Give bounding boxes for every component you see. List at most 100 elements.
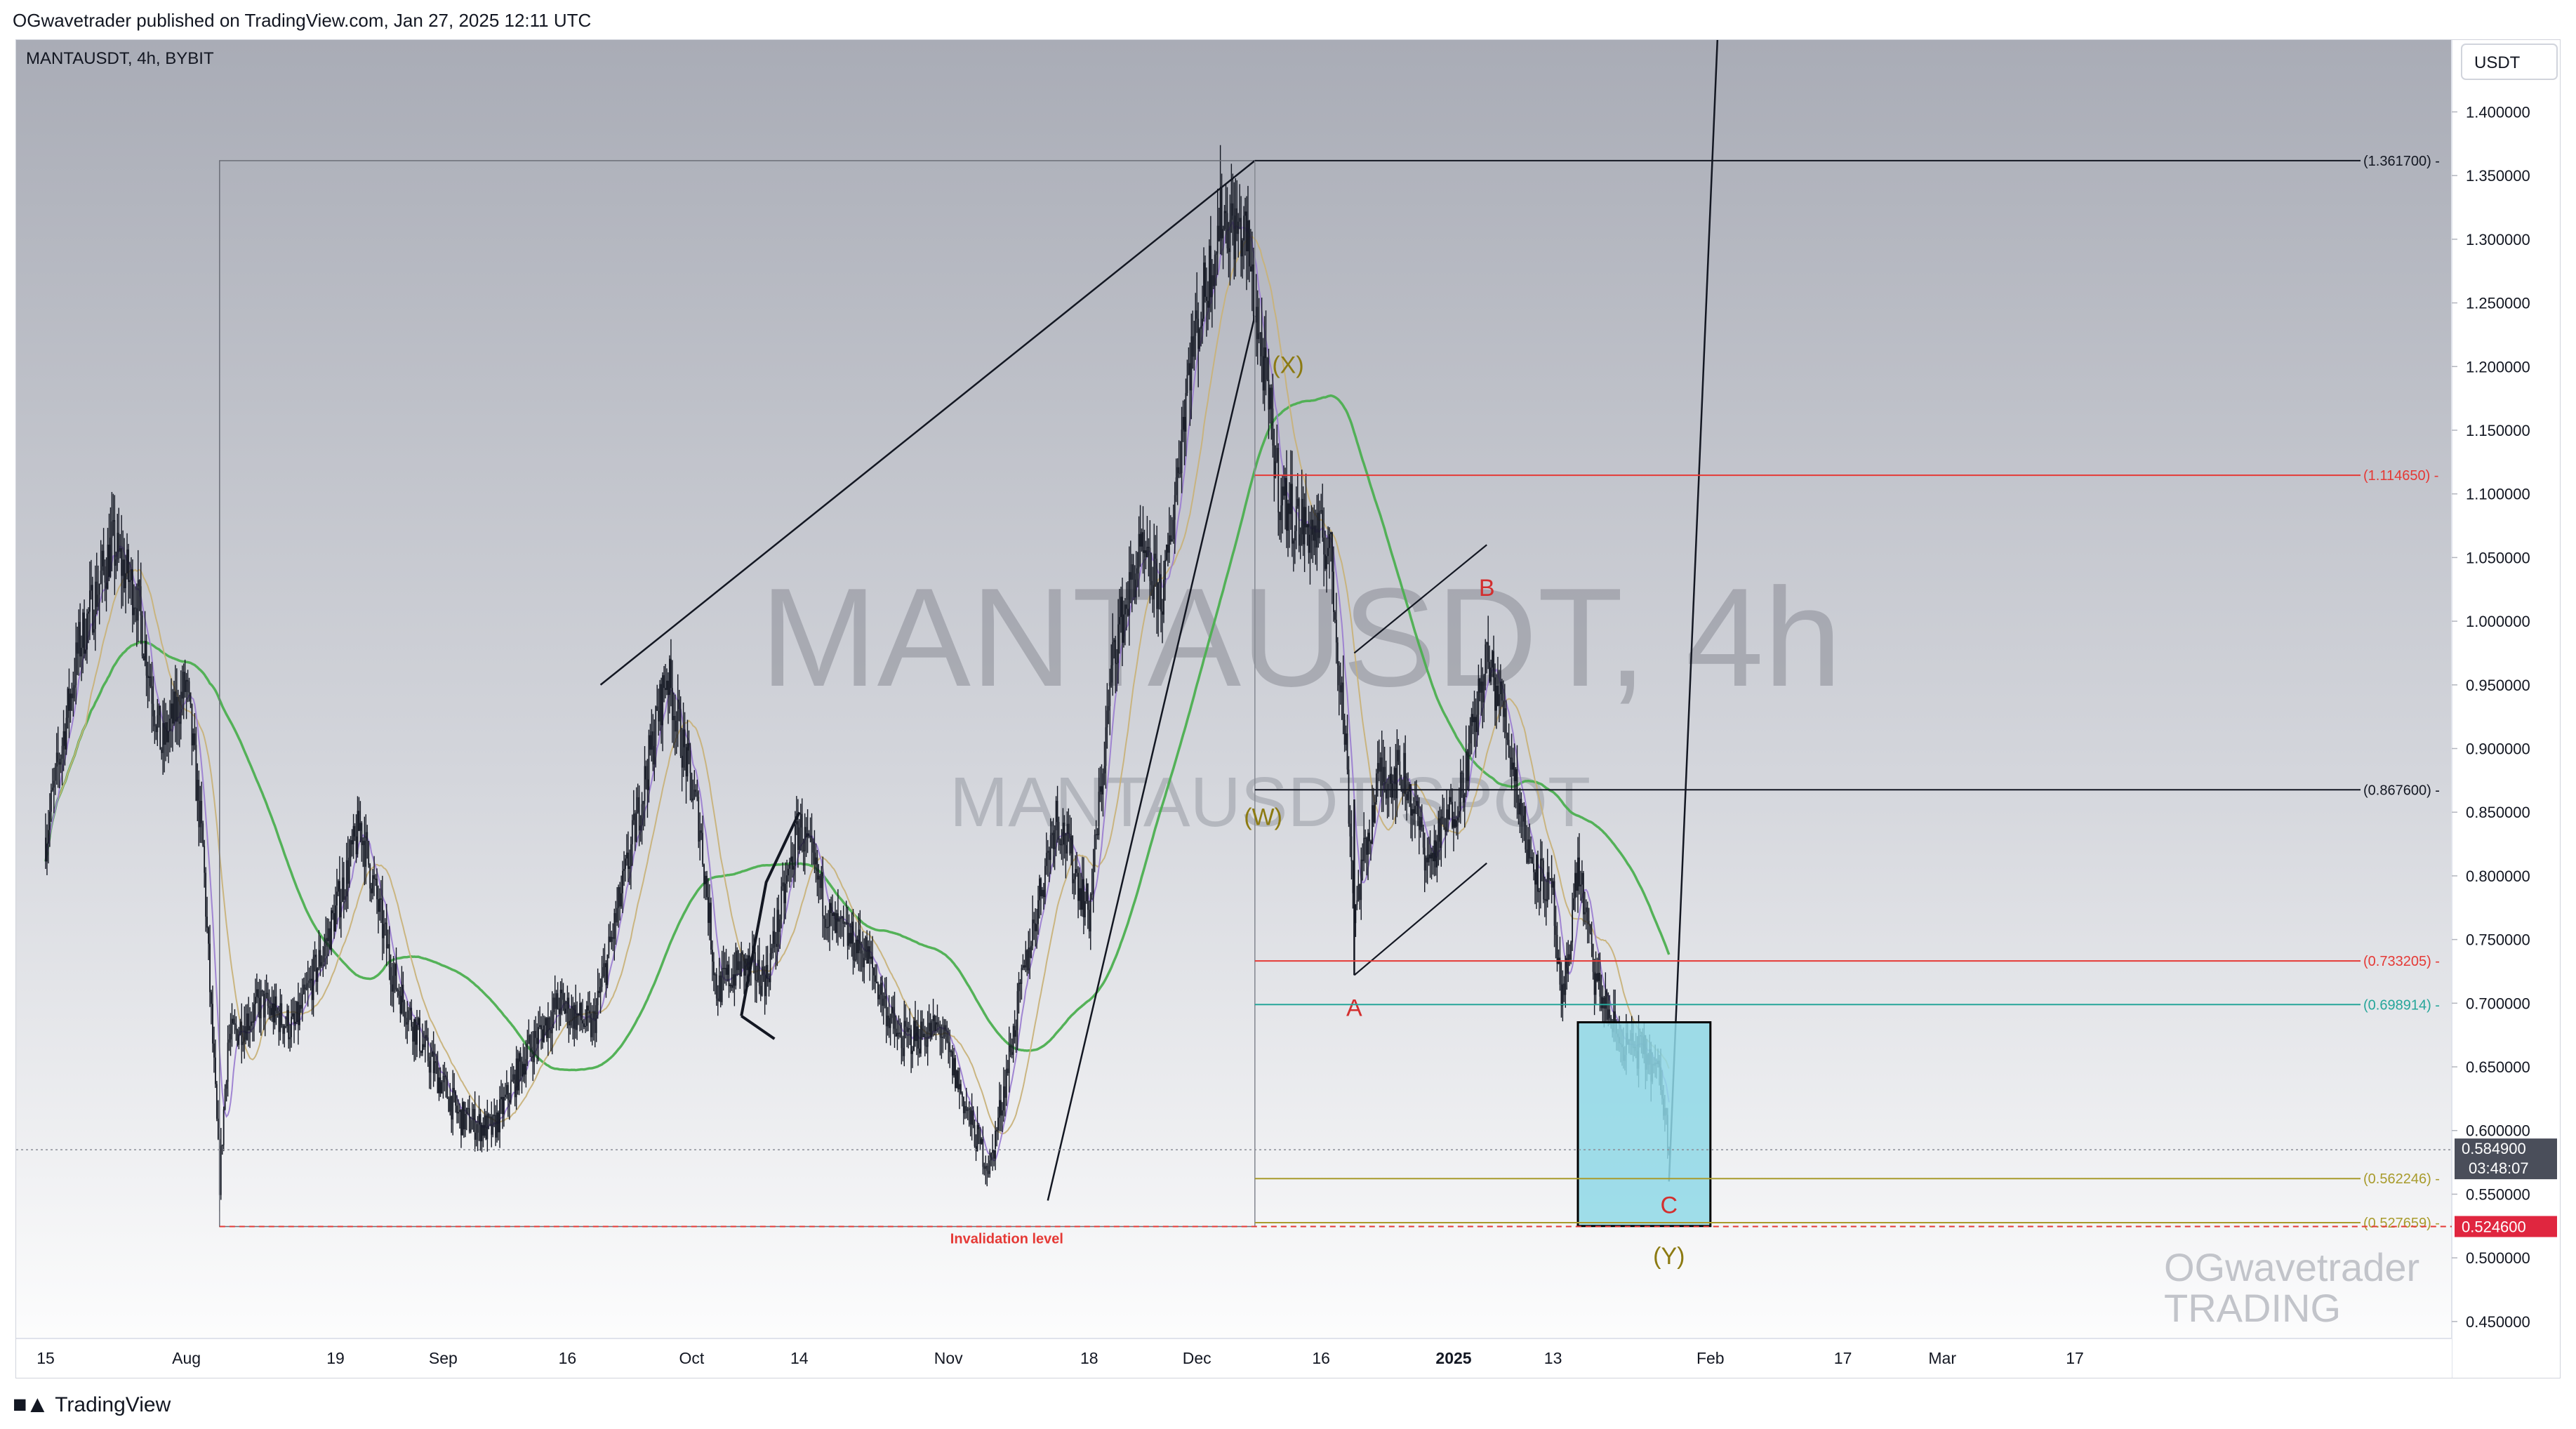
candle-body [1008,1045,1010,1073]
candle-body [1553,881,1555,926]
candle-body [1309,534,1311,553]
x-tick-label: Nov [934,1349,963,1367]
candle-body [533,1030,536,1063]
candle-body [332,910,333,914]
candle-body [464,1113,466,1129]
candle-body [301,994,303,1009]
candle-body [121,548,123,576]
candle-body [1509,757,1511,759]
candle-body [1028,948,1030,971]
candle-body [746,958,748,971]
candle-body [565,1009,567,1013]
candle-body [1183,417,1186,432]
candle-body [1292,540,1294,544]
y-tick-label: 0.750000 [2466,931,2530,949]
chart-area[interactable]: MANTAUSDT, 4h MANTAUSDT SPOT (W) (X) A B C (Y… [15,10,2561,1378]
candle-body [1136,568,1138,574]
candle-body [1009,1045,1011,1052]
candle-body [434,1061,436,1074]
candle-body [404,1002,406,1018]
candle-body [1172,519,1174,540]
candle-body [1098,792,1100,835]
candle-body [1087,883,1089,910]
candle-body [1124,604,1126,615]
candle-body [438,1077,440,1094]
candle-body [1182,417,1184,430]
candle-body [1266,358,1268,380]
candle-body [901,1037,903,1049]
candle-body [642,801,644,804]
candle-body [769,953,771,983]
candle-body [771,948,773,954]
candle-body [380,898,382,900]
candle-body [1127,609,1129,616]
candle-body [1592,943,1594,972]
candle-body [1156,559,1158,609]
candle-body [838,919,840,922]
candle-body [237,1030,239,1045]
candle-body [1146,547,1148,557]
candle-body [432,1051,434,1074]
candle-body [545,1018,546,1026]
candle-body [1461,772,1463,774]
candle-body [1582,872,1584,915]
candle-body [474,1108,476,1140]
candle-body [388,944,390,968]
candle-body [159,705,161,750]
candle-body [635,812,637,842]
candle-body [405,1018,407,1025]
candle-body [1433,840,1435,862]
candle-body [990,1152,992,1161]
candle-body [225,1082,227,1089]
y-tick-label: 0.650000 [2466,1058,2530,1076]
candle-body [1259,332,1261,333]
candle-body [1084,901,1086,918]
candle-body [298,1002,299,1025]
y-tick-label: 1.200000 [2466,358,2530,375]
candle-body [1240,218,1242,257]
tradingview-logo-icon: ■▲ [13,1391,49,1418]
candle-body [98,583,100,595]
candle-body [197,780,199,801]
candle-body [308,980,310,983]
candle-body [154,716,156,726]
candle-body [952,1051,953,1076]
candle-body [604,963,606,967]
candle-body [919,1048,920,1054]
tradingview-logo[interactable]: ■▲ TradingView [13,1391,171,1418]
candle-body [1150,580,1153,585]
candle-body [555,993,557,1009]
candle-body [858,929,860,954]
candle-body [402,984,404,1003]
candle-body [1179,472,1181,474]
candle-body [314,955,316,957]
wave-label: (Y) [1653,1243,1685,1270]
candle-body [588,1010,590,1014]
candle-body [972,1110,974,1126]
candle-body [267,992,269,1006]
price-chart[interactable]: MANTAUSDT, 4h MANTAUSDT SPOT (W)(X)ABC(Y… [16,10,2560,1378]
candle-body [1167,544,1169,553]
candle-body [557,993,559,1009]
candle-body [1338,665,1340,686]
candle-body [1315,525,1317,548]
candle-body [1426,857,1428,863]
candle-body [1143,550,1146,553]
candle-body [1247,220,1249,252]
candle-body [812,842,814,853]
candle-body [517,1058,519,1091]
candle-body [135,608,138,621]
candle-body [1263,347,1266,391]
candle-body [852,922,854,960]
candle-body [119,548,121,552]
candle-body [1168,535,1170,553]
candle-body [651,731,653,750]
candle-body [151,686,153,704]
candle-body [1317,512,1320,538]
currency-button[interactable] [2461,44,2558,80]
candle-body [765,964,767,997]
candle-body [983,1167,985,1169]
candle-body [1339,685,1341,693]
candle-body [1342,682,1344,720]
candle-body [631,820,633,844]
